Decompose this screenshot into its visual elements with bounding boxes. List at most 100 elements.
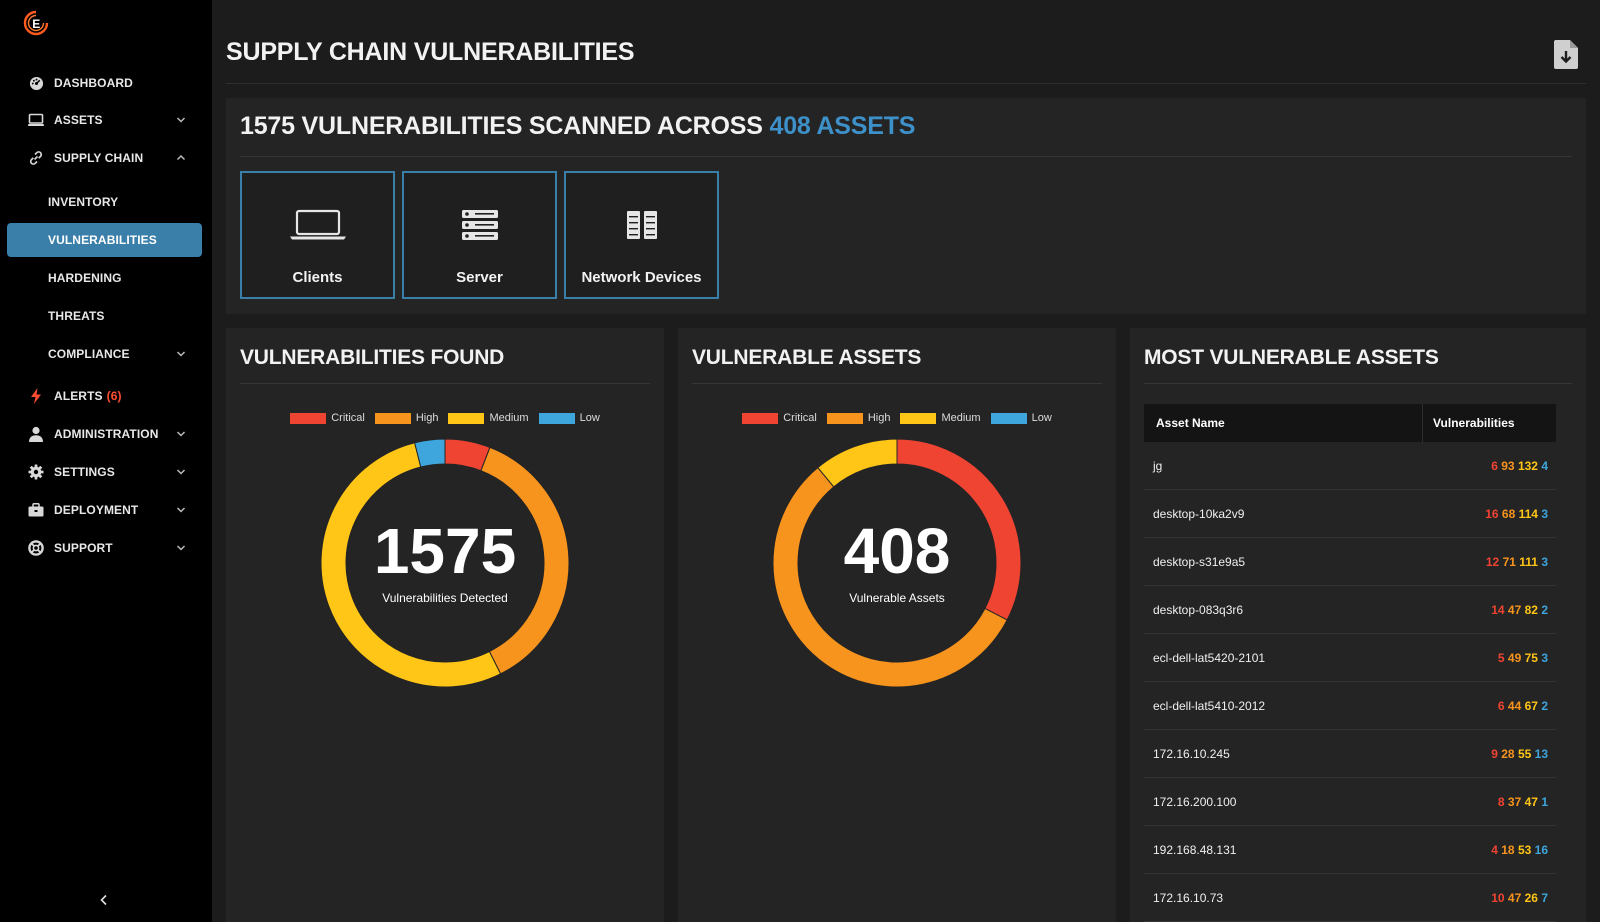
table-row[interactable]: 172.16.10.245 9 28 55 13 — [1144, 730, 1556, 778]
sidebar-item-label: SUPPLY CHAIN — [54, 151, 144, 165]
sidebar-item-hardening[interactable]: HARDENING — [7, 261, 202, 295]
legend-label: High — [415, 412, 439, 424]
high-count: 18 — [1501, 842, 1515, 857]
legend-item-medium[interactable]: Medium — [900, 412, 981, 424]
critical-count: 14 — [1491, 602, 1505, 617]
vulnerable-assets-panel: VULNERABLE ASSETS Critical High Medium L… — [678, 328, 1116, 922]
asset-name: desktop-083q3r6 — [1153, 602, 1244, 617]
tile-label: Network Devices — [581, 269, 702, 286]
critical-count: 4 — [1491, 842, 1498, 857]
sidebar-item-dashboard[interactable]: DASHBOARD — [7, 66, 202, 100]
medium-count: 82 — [1524, 602, 1538, 617]
vulnerability-counts: 10 47 26 7 — [1491, 891, 1548, 905]
column-header-asset-name[interactable]: Asset Name — [1144, 404, 1423, 442]
medium-count: 67 — [1524, 698, 1538, 713]
sidebar-item-label: INVENTORY — [48, 195, 119, 209]
collapse-sidebar-chevron-left-icon[interactable] — [96, 892, 112, 908]
legend-swatch — [374, 412, 411, 424]
legend-item-high[interactable]: High — [374, 412, 439, 424]
legend-item-critical[interactable]: Critical — [742, 412, 817, 424]
sidebar-item-label: DEPLOYMENT — [54, 503, 139, 517]
chevron-down-icon — [176, 469, 186, 475]
user-icon — [28, 426, 44, 442]
sidebar-item-vulnerabilities[interactable]: VULNERABILITIES — [7, 223, 202, 257]
summary-heading-text: 1575 VULNERABILITIES SCANNED ACROSS — [240, 112, 763, 140]
tile-label: Server — [456, 269, 503, 286]
sidebar-item-administration[interactable]: ADMINISTRATION — [7, 417, 202, 451]
table-row[interactable]: ecl-dell-lat5410-2012 6 44 67 2 — [1144, 682, 1556, 730]
company-logo[interactable]: E — [22, 9, 50, 37]
vulnerability-counts: 9 28 55 13 — [1491, 747, 1548, 761]
legend-label: Critical — [783, 412, 817, 424]
table-row[interactable]: ecl-dell-lat5420-2101 5 49 75 3 — [1144, 634, 1556, 682]
page-title: SUPPLY CHAIN VULNERABILITIES — [226, 38, 635, 66]
panel-title: MOST VULNERABLE ASSETS — [1144, 346, 1439, 369]
sidebar-item-label: ADMINISTRATION — [54, 427, 159, 441]
legend-swatch — [290, 412, 327, 424]
donut-slice-low[interactable] — [414, 438, 446, 468]
tile-network-devices[interactable]: Network Devices — [564, 171, 719, 299]
sidebar-item-alerts[interactable]: ALERTS (6) — [7, 379, 202, 413]
high-count: 37 — [1507, 794, 1522, 809]
critical-count: 6 — [1497, 698, 1505, 713]
low-count: 1 — [1541, 794, 1548, 809]
legend-label: Low — [1031, 412, 1052, 424]
legend-swatch — [900, 412, 937, 424]
legend-item-low[interactable]: Low — [990, 412, 1052, 424]
legend-swatch — [826, 412, 863, 424]
table-row[interactable]: desktop-s31e9a5 12 71 111 3 — [1144, 538, 1556, 586]
asset-count-link[interactable]: 408 ASSETS — [769, 112, 916, 140]
vulnerability-counts: 6 44 67 2 — [1498, 699, 1548, 713]
table-row[interactable]: jg 6 93 132 4 — [1144, 442, 1556, 490]
tile-server[interactable]: Server — [402, 171, 557, 299]
sidebar-item-inventory[interactable]: INVENTORY — [7, 185, 202, 219]
sidebar-item-compliance[interactable]: COMPLIANCE — [7, 337, 202, 371]
critical-count: 8 — [1497, 794, 1505, 809]
sidebar-item-deployment[interactable]: DEPLOYMENT — [7, 493, 202, 527]
sidebar-item-threats[interactable]: THREATS — [7, 299, 202, 333]
legend-item-medium[interactable]: Medium — [448, 412, 529, 424]
laptop-icon — [288, 207, 348, 243]
donut-slice-medium[interactable] — [817, 438, 898, 488]
high-count: 28 — [1501, 746, 1515, 761]
sidebar-item-label: ASSETS — [54, 113, 103, 127]
legend-label: Medium — [941, 412, 981, 424]
donut-center-label: Vulnerable Assets — [849, 591, 945, 605]
sidebar-item-label: DASHBOARD — [54, 76, 133, 90]
legend-label: Medium — [489, 412, 529, 424]
table-row[interactable]: 172.16.10.73 10 47 26 7 — [1144, 874, 1556, 922]
tile-clients[interactable]: Clients — [240, 171, 395, 299]
sidebar-item-label: ALERTS — [54, 389, 103, 403]
legend-item-low[interactable]: Low — [538, 412, 600, 424]
divider — [240, 383, 650, 384]
table-row[interactable]: desktop-083q3r6 14 47 82 2 — [1144, 586, 1556, 634]
panel-title: VULNERABILITIES FOUND — [240, 346, 505, 369]
table-row[interactable]: 172.16.200.100 8 37 47 1 — [1144, 778, 1556, 826]
table-row[interactable]: 192.168.48.131 4 18 53 16 — [1144, 826, 1556, 874]
download-report-icon[interactable] — [1554, 40, 1578, 69]
sidebar: E DASHBOARD ASSETS SUPPLY CHAIN INVENTOR… — [0, 0, 212, 922]
sidebar-item-assets[interactable]: ASSETS — [7, 103, 202, 137]
chart-legend: Critical High Medium Low — [678, 412, 1116, 424]
asset-name: 172.16.10.245 — [1153, 746, 1230, 761]
donut-slice-high[interactable] — [772, 466, 1008, 688]
divider — [226, 83, 1586, 84]
column-header-vulnerabilities[interactable]: Vulnerabilities — [1433, 416, 1515, 430]
table-row[interactable]: desktop-10ka2v9 16 68 114 3 — [1144, 490, 1556, 538]
sidebar-item-support[interactable]: SUPPORT — [7, 531, 202, 565]
legend-label: High — [867, 412, 891, 424]
legend-item-high[interactable]: High — [826, 412, 891, 424]
vulnerability-counts: 5 49 75 3 — [1498, 651, 1548, 665]
legend-item-critical[interactable]: Critical — [290, 412, 365, 424]
medium-count: 55 — [1517, 746, 1532, 761]
vulnerability-counts: 4 18 53 16 — [1491, 843, 1548, 857]
asset-name: jg — [1153, 458, 1163, 473]
low-count: 3 — [1541, 650, 1548, 665]
main-content: SUPPLY CHAIN VULNERABILITIES 1575 VULNER… — [212, 0, 1600, 922]
chart-legend: Critical High Medium Low — [226, 412, 664, 424]
sidebar-item-settings[interactable]: SETTINGS — [7, 455, 202, 489]
vulnerabilities-found-panel: VULNERABILITIES FOUND Critical High Medi… — [226, 328, 664, 922]
vulnerability-counts: 12 71 111 3 — [1486, 555, 1548, 569]
sidebar-item-supply-chain[interactable]: SUPPLY CHAIN — [7, 141, 202, 175]
